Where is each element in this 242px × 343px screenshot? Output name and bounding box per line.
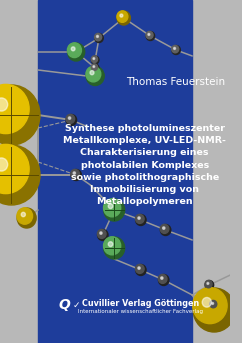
- Circle shape: [21, 212, 25, 217]
- Text: ✓: ✓: [72, 300, 80, 309]
- Circle shape: [93, 58, 95, 59]
- Circle shape: [104, 237, 121, 255]
- Circle shape: [210, 300, 217, 308]
- Circle shape: [0, 84, 29, 134]
- Circle shape: [159, 274, 169, 285]
- Circle shape: [158, 274, 167, 283]
- Circle shape: [68, 43, 82, 58]
- Circle shape: [104, 199, 125, 221]
- Circle shape: [100, 232, 102, 234]
- Circle shape: [160, 225, 171, 236]
- Bar: [38, 0, 192, 343]
- Circle shape: [73, 172, 76, 174]
- Circle shape: [104, 237, 125, 259]
- Circle shape: [172, 46, 180, 55]
- Circle shape: [117, 11, 128, 22]
- Circle shape: [93, 66, 95, 68]
- Circle shape: [68, 117, 71, 119]
- Circle shape: [98, 229, 108, 240]
- Circle shape: [202, 297, 212, 307]
- Circle shape: [148, 33, 150, 35]
- Circle shape: [17, 208, 36, 228]
- Circle shape: [120, 14, 123, 17]
- Circle shape: [91, 56, 98, 62]
- Circle shape: [174, 47, 175, 49]
- Circle shape: [138, 267, 140, 269]
- Circle shape: [193, 288, 235, 332]
- Circle shape: [68, 43, 85, 61]
- Circle shape: [86, 67, 104, 85]
- Circle shape: [66, 114, 75, 123]
- Circle shape: [108, 204, 113, 209]
- Text: Thomas Feuerstein: Thomas Feuerstein: [127, 77, 226, 87]
- Circle shape: [66, 115, 77, 126]
- Circle shape: [146, 32, 155, 40]
- Circle shape: [0, 145, 40, 205]
- Circle shape: [0, 158, 8, 171]
- Circle shape: [71, 169, 81, 180]
- Circle shape: [71, 169, 79, 178]
- Text: Cuvillier Verlag Göttingen: Cuvillier Verlag Göttingen: [82, 298, 199, 308]
- Circle shape: [136, 214, 146, 225]
- Circle shape: [163, 227, 165, 229]
- Circle shape: [136, 264, 146, 275]
- Circle shape: [207, 282, 209, 284]
- Text: Q: Q: [59, 298, 71, 312]
- Circle shape: [0, 85, 40, 145]
- Circle shape: [97, 35, 98, 37]
- Circle shape: [138, 217, 140, 219]
- Circle shape: [95, 33, 102, 41]
- Text: Synthese photolumineszenter
Metallkomplexe, UV-LED-NMR-
Charakterisierung eines
: Synthese photolumineszenter Metallkomple…: [63, 124, 226, 206]
- Circle shape: [136, 264, 144, 273]
- Circle shape: [161, 277, 163, 279]
- Circle shape: [0, 144, 29, 193]
- Circle shape: [71, 47, 75, 51]
- Circle shape: [172, 45, 179, 53]
- Circle shape: [210, 300, 219, 309]
- Circle shape: [95, 34, 103, 43]
- Circle shape: [117, 11, 130, 25]
- Circle shape: [205, 281, 214, 289]
- Circle shape: [98, 229, 106, 238]
- Circle shape: [90, 71, 94, 75]
- Circle shape: [17, 208, 32, 224]
- Circle shape: [0, 98, 8, 111]
- Circle shape: [205, 281, 212, 288]
- Circle shape: [108, 242, 113, 247]
- Text: Internationaler wissenschaftlicher Fachverlag: Internationaler wissenschaftlicher Fachv…: [78, 309, 203, 315]
- Circle shape: [91, 64, 99, 72]
- Circle shape: [136, 214, 144, 223]
- Circle shape: [212, 303, 214, 305]
- Circle shape: [104, 199, 121, 217]
- Circle shape: [91, 64, 98, 70]
- Circle shape: [193, 287, 227, 324]
- Circle shape: [91, 56, 99, 64]
- Circle shape: [86, 66, 101, 82]
- Circle shape: [160, 224, 169, 233]
- Circle shape: [146, 32, 153, 39]
